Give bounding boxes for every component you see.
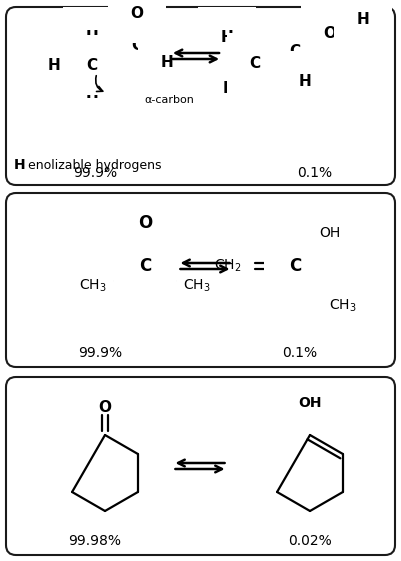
- FancyBboxPatch shape: [6, 7, 395, 185]
- Text: O: O: [130, 6, 144, 21]
- Text: H: H: [48, 57, 61, 72]
- Text: CH$_3$: CH$_3$: [329, 298, 357, 314]
- Text: CH$_3$: CH$_3$: [79, 278, 107, 294]
- Text: OH: OH: [319, 226, 340, 240]
- Text: CH$_3$: CH$_3$: [183, 278, 211, 294]
- Text: H: H: [161, 54, 173, 70]
- FancyBboxPatch shape: [6, 193, 395, 367]
- Text: 0.02%: 0.02%: [288, 534, 332, 548]
- Text: C: C: [132, 38, 143, 53]
- Text: H: H: [221, 30, 233, 44]
- Text: O: O: [324, 25, 336, 40]
- Text: O: O: [99, 399, 111, 415]
- FancyBboxPatch shape: [6, 377, 395, 555]
- Text: α-carbon: α-carbon: [144, 95, 194, 105]
- Text: 99.98%: 99.98%: [69, 534, 122, 548]
- Text: O: O: [138, 214, 152, 232]
- Text: C: C: [289, 257, 301, 275]
- Text: 99.9%: 99.9%: [78, 346, 122, 360]
- Text: CH$_2$: CH$_2$: [213, 258, 241, 274]
- Text: OH: OH: [298, 396, 322, 410]
- Text: enolizable hydrogens: enolizable hydrogens: [24, 159, 162, 172]
- Text: H: H: [86, 30, 98, 44]
- Text: 0.1%: 0.1%: [282, 346, 318, 360]
- Text: H: H: [14, 158, 26, 172]
- Text: C: C: [290, 44, 301, 58]
- Text: H: H: [356, 11, 369, 26]
- Text: H: H: [299, 73, 311, 89]
- Text: C: C: [139, 257, 151, 275]
- Text: 0.1%: 0.1%: [298, 166, 332, 180]
- Text: H: H: [86, 85, 98, 100]
- Text: C: C: [249, 56, 261, 71]
- Text: H: H: [223, 80, 235, 95]
- Text: C: C: [87, 57, 97, 72]
- Text: 99.9%: 99.9%: [73, 166, 117, 180]
